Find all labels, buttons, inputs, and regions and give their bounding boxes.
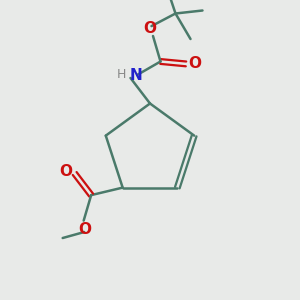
Text: O: O: [143, 21, 157, 36]
Text: O: O: [79, 221, 92, 236]
Text: O: O: [59, 164, 72, 178]
Text: N: N: [130, 68, 142, 83]
Text: O: O: [188, 56, 201, 71]
Text: H: H: [117, 68, 126, 81]
